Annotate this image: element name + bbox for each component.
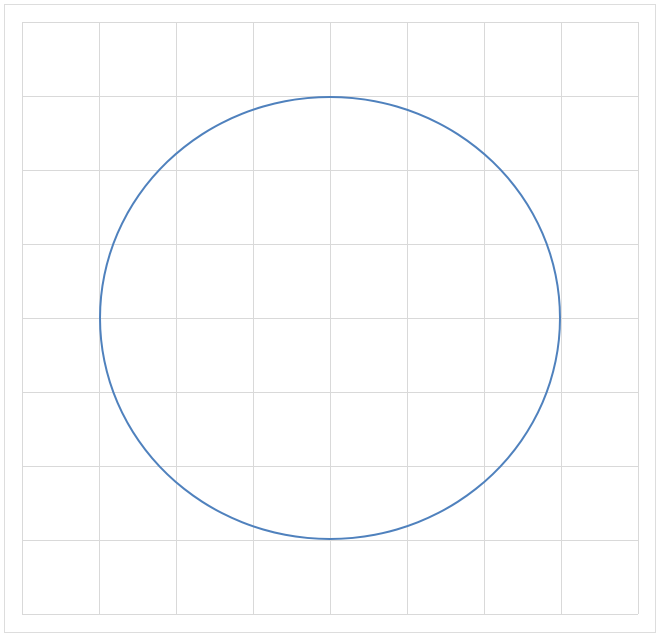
- plot-area: [22, 22, 638, 614]
- grid-line-horizontal: [22, 614, 638, 615]
- grid-line-horizontal: [22, 22, 638, 23]
- circle-series: [99, 96, 561, 540]
